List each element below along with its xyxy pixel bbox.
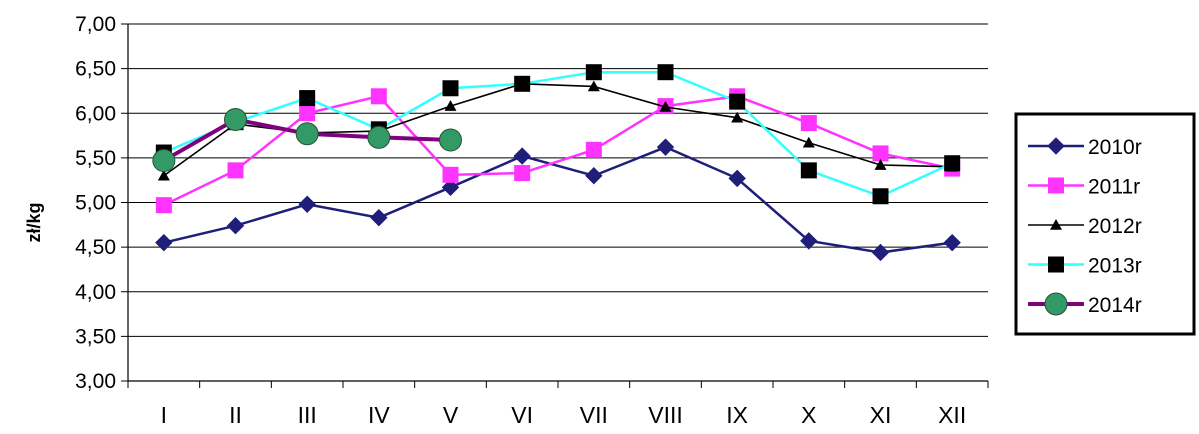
x-tick-label: X xyxy=(801,402,816,428)
data-point-2012r xyxy=(157,169,170,181)
data-point-legend-2013r xyxy=(1048,256,1064,273)
x-tick-label: IV xyxy=(368,402,390,428)
y-tick-label: 4,50 xyxy=(75,236,116,259)
data-point-2010r xyxy=(226,216,245,235)
data-point-2011r xyxy=(155,197,172,214)
y-tick-label: 4,00 xyxy=(75,281,116,304)
data-point-2012r xyxy=(444,100,457,111)
data-point-2011r xyxy=(800,115,817,132)
x-tick-label: XI xyxy=(870,402,892,428)
series-lines xyxy=(152,64,961,262)
x-tick-label: XII xyxy=(938,402,966,428)
data-point-2013r xyxy=(729,93,746,110)
legend-label: 2010r xyxy=(1088,136,1142,159)
series-line-2011r xyxy=(163,94,953,207)
grid-lines xyxy=(128,23,988,382)
y-tick-label: 3,50 xyxy=(75,325,116,348)
data-point-2013r xyxy=(872,188,889,205)
data-point-2010r xyxy=(513,147,531,165)
data-point-2012r xyxy=(874,159,887,170)
y-tick-label: 5,50 xyxy=(75,147,116,170)
data-point-2014r xyxy=(367,125,391,149)
data-point-2011r xyxy=(299,105,316,122)
data-point-2011r xyxy=(442,166,459,183)
data-point-legend-2011r xyxy=(1048,177,1064,194)
x-tick-label: V xyxy=(443,402,459,428)
data-point-2010r xyxy=(585,167,603,185)
data-point-2011r xyxy=(227,162,244,179)
data-point-legend-2014r xyxy=(1044,292,1068,316)
data-point-legend-2010r xyxy=(1047,137,1065,155)
y-tick-label: 6,00 xyxy=(75,102,116,125)
y-tick-label: 5,00 xyxy=(75,192,116,215)
y-tick-label: 3,00 xyxy=(75,370,116,393)
data-point-2012r xyxy=(802,136,815,148)
axes: 3,003,504,004,505,005,506,006,507,00I II I… xyxy=(75,13,989,428)
legend: 2010r 2011r 2012r 2013r 2014r xyxy=(1014,112,1196,336)
data-point-2011r xyxy=(585,141,602,158)
series-2011r xyxy=(155,88,961,214)
data-point-2012r xyxy=(731,111,744,123)
x-tick-label: II xyxy=(229,402,242,428)
data-point-2013r xyxy=(585,64,602,81)
data-point-2014r xyxy=(224,107,247,131)
data-point-2010r xyxy=(298,195,316,213)
series-line-2013r xyxy=(163,70,953,198)
data-point-legend-2012r xyxy=(1050,219,1062,230)
data-point-2010r xyxy=(728,169,746,188)
legend-label: 2011r xyxy=(1088,176,1140,199)
data-point-2014r xyxy=(152,149,176,173)
data-point-2010r xyxy=(155,233,173,252)
data-point-2010r xyxy=(656,138,675,156)
legend-label: 2012r xyxy=(1088,215,1142,238)
series-line-2010r xyxy=(163,145,953,254)
data-point-2010r xyxy=(871,243,890,262)
y-tick-label: 6,50 xyxy=(75,58,116,81)
data-point-2011r xyxy=(370,88,387,105)
y-axis-label: zł/kg xyxy=(24,202,44,242)
data-point-2013r xyxy=(514,75,531,92)
x-tick-label: IX xyxy=(726,402,748,428)
data-point-2012r xyxy=(587,80,600,92)
data-point-2013r xyxy=(442,80,459,97)
data-point-2011r xyxy=(872,145,889,162)
data-point-2013r xyxy=(800,162,817,179)
data-point-2010r xyxy=(943,233,961,252)
data-point-2013r xyxy=(944,155,961,172)
legend-label: 2014r xyxy=(1088,294,1142,317)
data-point-2012r xyxy=(659,101,672,112)
data-point-2010r xyxy=(370,208,388,227)
legend-box xyxy=(1014,112,1196,336)
data-point-2013r xyxy=(657,64,674,81)
data-point-2013r xyxy=(299,90,316,107)
x-tick-label: VIII xyxy=(648,402,683,428)
data-point-2011r xyxy=(514,165,531,182)
x-tick-label: I xyxy=(161,402,167,428)
legend-label: 2013r xyxy=(1088,255,1142,278)
data-point-2014r xyxy=(295,122,319,146)
x-tick-label: VII xyxy=(580,402,608,428)
y-tick-label: 7,00 xyxy=(75,13,116,36)
x-tick-label: III xyxy=(298,402,317,428)
data-point-2014r xyxy=(439,128,462,152)
x-tick-label: VI xyxy=(511,402,533,428)
data-point-2010r xyxy=(800,232,818,250)
series-2014r xyxy=(152,107,462,173)
data-point-2010r xyxy=(441,178,460,197)
series-2010r xyxy=(155,138,961,262)
